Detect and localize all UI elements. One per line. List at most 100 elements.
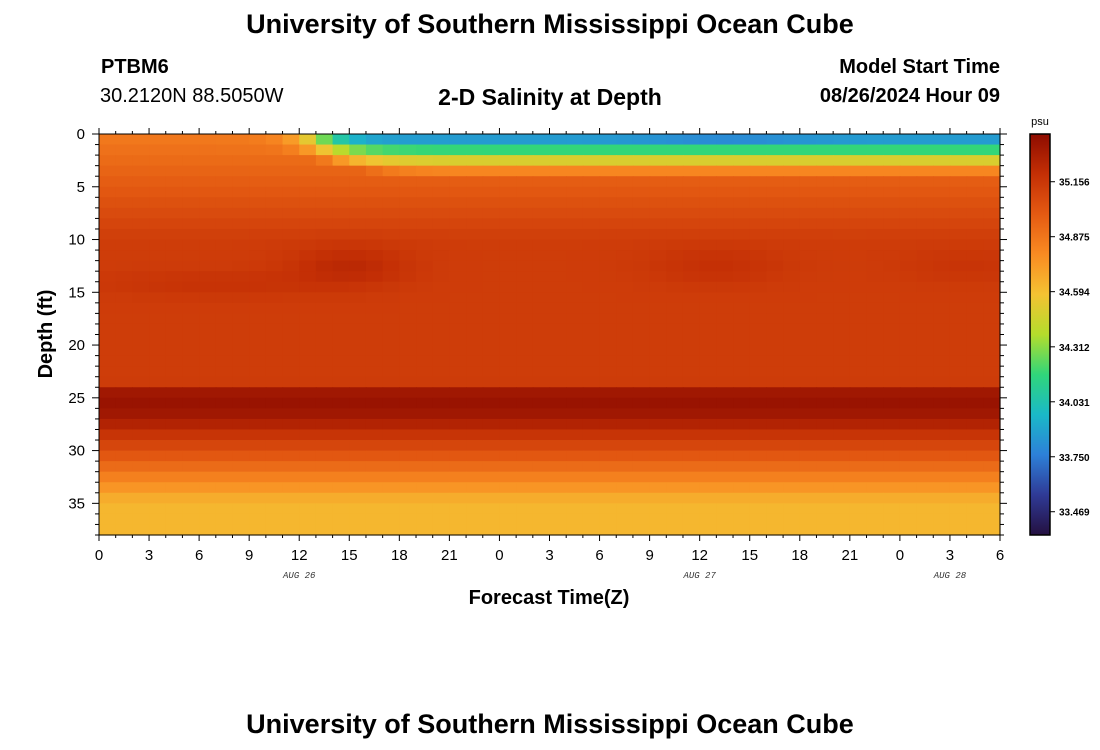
heatmap-cell [532, 228, 551, 241]
heatmap-cell [566, 176, 584, 188]
heatmap-cell [99, 366, 117, 378]
heatmap-cell [232, 281, 250, 293]
heatmap-cell [265, 218, 284, 230]
heatmap-cell [949, 471, 968, 483]
heatmap-cell [432, 197, 450, 209]
heatmap-cell [149, 440, 167, 452]
heatmap-cell [516, 503, 534, 515]
heatmap-cell [332, 218, 350, 230]
heatmap-cell [332, 313, 350, 325]
heatmap-cell [933, 228, 951, 241]
heatmap-cell [599, 376, 617, 388]
heatmap-cell [849, 302, 868, 314]
heatmap-cell [299, 334, 317, 346]
heatmap-cell [966, 482, 984, 494]
heatmap-cell [916, 482, 934, 494]
heatmap-cell [866, 292, 884, 304]
heatmap-cell [933, 292, 951, 304]
heatmap-cell [833, 408, 851, 420]
heatmap-cell [733, 482, 751, 494]
heatmap-cell [432, 155, 450, 167]
heatmap-cell [265, 292, 284, 304]
heatmap-cell [616, 292, 634, 304]
heatmap-cell [983, 228, 1001, 241]
heatmap-cell [332, 418, 350, 431]
heatmap-cell [682, 302, 701, 314]
heatmap-cell [716, 503, 734, 515]
heatmap-cell [632, 461, 651, 473]
heatmap-cell [199, 355, 217, 367]
heatmap-cell [799, 334, 818, 346]
heatmap-cell [783, 218, 801, 230]
heatmap-cell [866, 461, 884, 473]
heatmap-cell [99, 524, 117, 536]
heatmap-cell [365, 503, 384, 515]
heatmap-cell [866, 376, 884, 388]
heatmap-cell [132, 165, 150, 177]
heatmap-cell [799, 376, 818, 388]
heatmap-cell [883, 155, 901, 167]
heatmap-cell [499, 197, 517, 209]
heatmap-cell [699, 271, 717, 283]
heatmap-cell [382, 461, 400, 473]
heatmap-cell [115, 345, 133, 357]
heatmap-cell [799, 313, 818, 325]
heatmap-cell [466, 323, 484, 336]
heatmap-cell [182, 176, 200, 188]
heatmap-cell [616, 492, 634, 504]
heatmap-cell [816, 524, 834, 536]
heatmap-cell [783, 408, 801, 420]
heatmap-cell [799, 271, 818, 283]
heatmap-cell [833, 271, 851, 283]
heatmap-cell [549, 302, 567, 314]
heatmap-cell [199, 144, 217, 156]
heatmap-cell [532, 450, 551, 462]
heatmap-cell [132, 492, 150, 504]
heatmap-cell [599, 418, 617, 431]
heatmap-cell [682, 366, 701, 378]
heatmap-cell [616, 155, 634, 167]
heatmap-cell [883, 218, 901, 230]
heatmap-cell [165, 239, 184, 251]
heatmap-cell [883, 345, 901, 357]
heatmap-cell [299, 461, 317, 473]
heatmap-cell [833, 134, 851, 146]
heatmap-cell [315, 524, 334, 536]
heatmap-cell [649, 134, 667, 146]
heatmap-cell [766, 482, 784, 494]
heatmap-cell [432, 355, 450, 367]
heatmap-cell [315, 387, 334, 399]
heatmap-cell [616, 482, 634, 494]
heatmap-cell [983, 134, 1001, 146]
heatmap-cell [749, 197, 768, 209]
x-tick-label: 18 [791, 547, 808, 564]
heatmap-cell [532, 165, 551, 177]
heatmap-cell [432, 239, 450, 251]
heatmap-cell [916, 281, 934, 293]
heatmap-cell [733, 239, 751, 251]
heatmap-cell [532, 292, 551, 304]
heatmap-cell [599, 165, 617, 177]
y-tick-label: 0 [77, 126, 85, 143]
heatmap-cell [933, 355, 951, 367]
heatmap-cell [115, 271, 133, 283]
heatmap-cell [265, 250, 284, 262]
heatmap-cell [182, 440, 200, 452]
heatmap-cell [416, 313, 434, 325]
heatmap-cell [933, 450, 951, 462]
heatmap-cell [199, 176, 217, 188]
heatmap-cell [916, 366, 934, 378]
heatmap-cell [432, 186, 450, 198]
heatmap-cell [432, 397, 450, 409]
heatmap-cell [682, 440, 701, 452]
heatmap-cell [516, 165, 534, 177]
heatmap-cell [416, 366, 434, 378]
heatmap-cell [933, 345, 951, 357]
heatmap-cell [382, 376, 400, 388]
heatmap-cell [849, 228, 868, 241]
heatmap-cell [99, 429, 117, 441]
heatmap-cell [933, 492, 951, 504]
heatmap-cell [332, 461, 350, 473]
heatmap-cell [766, 397, 784, 409]
heatmap-cell [482, 461, 501, 473]
